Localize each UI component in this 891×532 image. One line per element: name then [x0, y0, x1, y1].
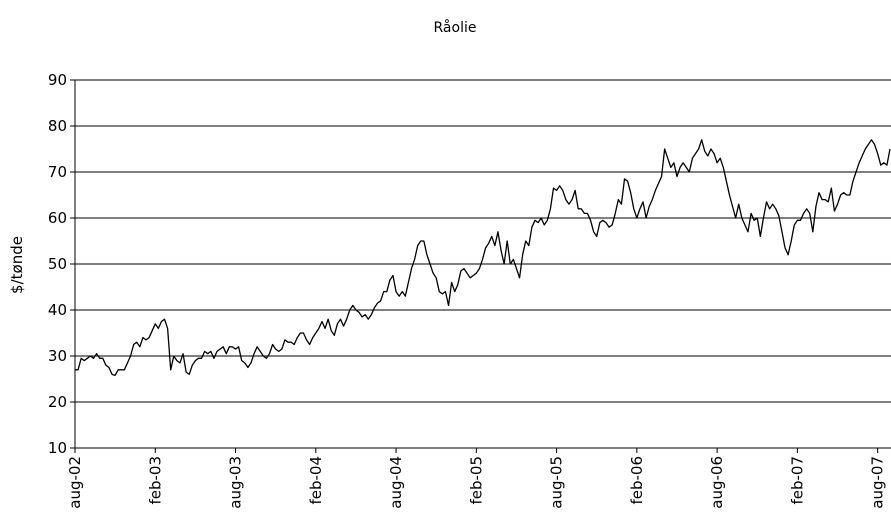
x-tick-label: feb-04	[307, 456, 325, 505]
y-tick-label: 10	[48, 439, 67, 457]
data-line	[75, 139, 891, 376]
x-tick-label: feb-06	[628, 456, 646, 505]
y-tick-label: 80	[48, 117, 67, 135]
y-tick-label: 30	[48, 347, 67, 365]
y-tick-label: 40	[48, 301, 67, 319]
x-tick-label: aug-02	[66, 456, 84, 509]
chart-title: Råolie	[434, 19, 477, 36]
y-tick-label: 60	[48, 209, 67, 227]
x-tick-label: aug-04	[387, 456, 405, 509]
x-tick-label: aug-03	[227, 456, 245, 509]
y-axis-label: $/tønde	[8, 236, 26, 294]
x-tick-label: aug-06	[708, 456, 726, 509]
x-tick-label: feb-07	[788, 456, 806, 505]
y-tick-label: 20	[48, 393, 67, 411]
y-tick-label: 70	[48, 163, 67, 181]
x-tick-label: aug-07	[869, 456, 887, 509]
y-tick-label: 90	[48, 71, 67, 89]
x-tick-label: feb-05	[467, 456, 485, 505]
y-tick-label: 50	[48, 255, 67, 273]
x-tick-label: feb-03	[146, 456, 164, 505]
x-tick-label: aug-05	[548, 456, 566, 509]
